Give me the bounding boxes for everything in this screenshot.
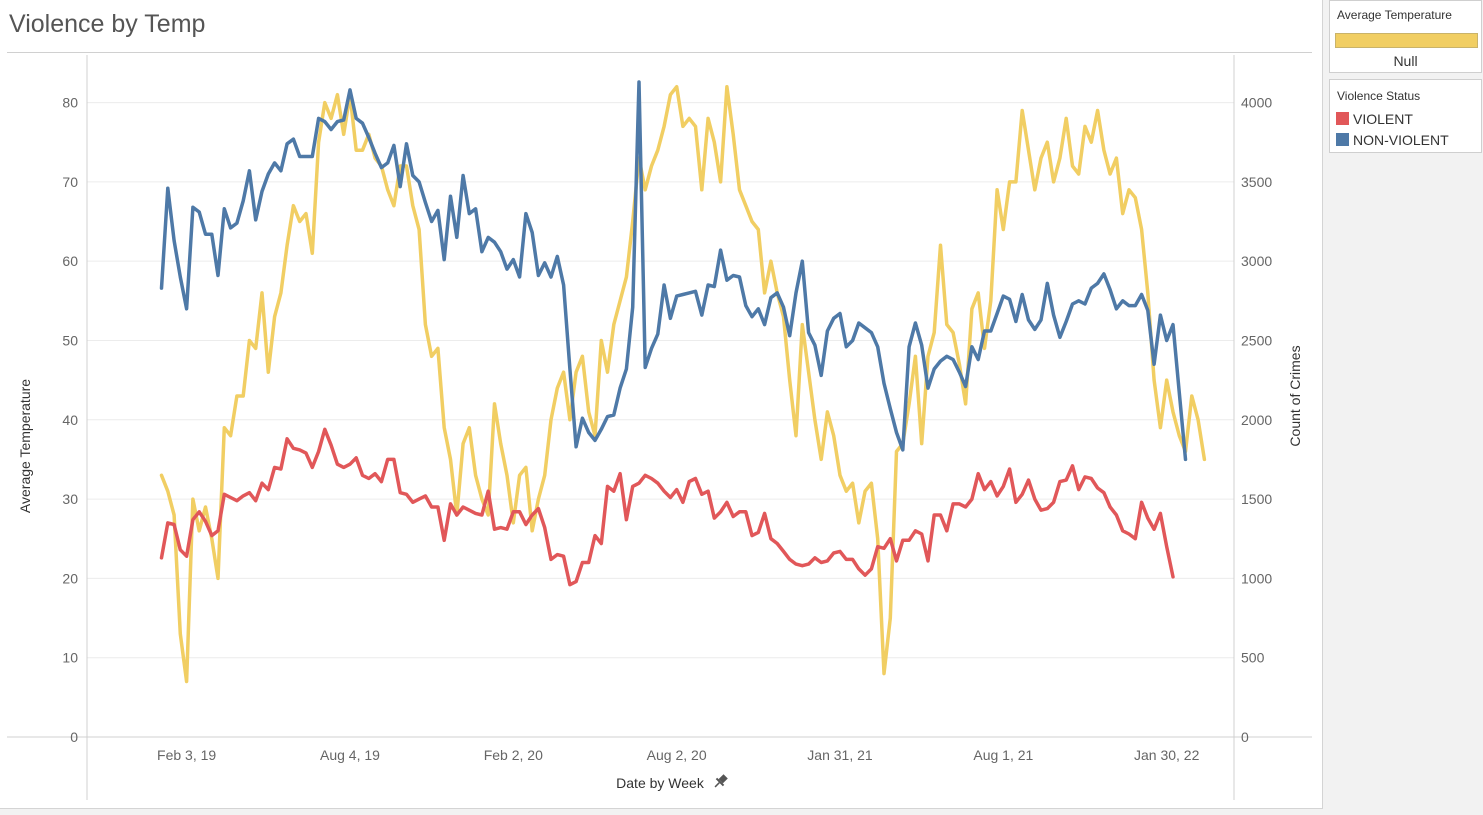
y-left-axis-title: Average Temperature xyxy=(17,379,33,513)
x-tick-label: Jan 30, 22 xyxy=(1134,747,1200,763)
x-tick-label: Feb 3, 19 xyxy=(157,747,216,763)
y-right-tick-label: 500 xyxy=(1241,650,1265,666)
y-left-tick-label: 40 xyxy=(62,412,78,428)
y-right-axis-title: Count of Crimes xyxy=(1287,345,1303,446)
y-right-tick-label: 1500 xyxy=(1241,491,1272,507)
pin-icon[interactable] xyxy=(712,773,730,791)
y-right-tick-label: 2000 xyxy=(1241,412,1272,428)
x-tick-label: Aug 2, 20 xyxy=(647,747,707,763)
x-tick-label: Jan 31, 21 xyxy=(807,747,873,763)
y-right-tick-label: 4000 xyxy=(1241,95,1272,111)
y-right-tick-label: 1000 xyxy=(1241,570,1272,586)
y-right-tick-label: 2500 xyxy=(1241,332,1272,348)
legend-label: NON-VIOLENT xyxy=(1353,132,1449,148)
x-tick-label: Feb 2, 20 xyxy=(484,747,543,763)
chart[interactable]: 0 10 20 30 40 50 60 70 80 0 500 1000 1500 2000 2500 300… xyxy=(0,0,1322,808)
y-left-tick-label: 70 xyxy=(62,174,78,190)
y-right-tick-label: 0 xyxy=(1241,729,1249,745)
title-divider xyxy=(7,52,1312,53)
legend-title: Average Temperature xyxy=(1337,8,1452,22)
legend-title: Violence Status xyxy=(1337,89,1421,103)
legend-label: VIOLENT xyxy=(1353,111,1413,127)
page-title: Violence by Temp xyxy=(9,10,206,38)
series-line-non-violent xyxy=(159,80,1188,462)
null-label: Null xyxy=(1393,53,1418,69)
series-line-violent xyxy=(159,427,1175,587)
legend-average-temperature[interactable]: Average Temperature Null xyxy=(1329,0,1482,73)
y-left-tick-label: 30 xyxy=(62,491,78,507)
series-line-average-temperature xyxy=(159,84,1207,684)
y-left-tick-label: 20 xyxy=(62,570,78,586)
y-left-tick-label: 50 xyxy=(62,332,78,348)
y-right-tick-label: 3000 xyxy=(1241,253,1272,269)
temperature-color-swatch xyxy=(1335,33,1478,48)
legend-swatch xyxy=(1336,112,1349,125)
y-left-tick-label: 80 xyxy=(62,95,78,111)
y-right-tick-label: 3500 xyxy=(1241,174,1272,190)
y-left-tick-label: 0 xyxy=(70,729,78,745)
legend-swatch xyxy=(1336,133,1349,146)
x-axis-title: Date by Week xyxy=(616,775,705,791)
y-left-tick-label: 60 xyxy=(62,253,78,269)
worksheet: Violence by Temp 0 10 20 30 40 50 60 70 80 0 500 10… xyxy=(0,0,1323,809)
x-tick-label: Aug 1, 21 xyxy=(973,747,1033,763)
y-left-tick-label: 10 xyxy=(62,650,78,666)
legend-violence-status[interactable]: Violence Status VIOLENT NON-VIOLENT xyxy=(1329,79,1482,153)
x-tick-label: Aug 4, 19 xyxy=(320,747,380,763)
